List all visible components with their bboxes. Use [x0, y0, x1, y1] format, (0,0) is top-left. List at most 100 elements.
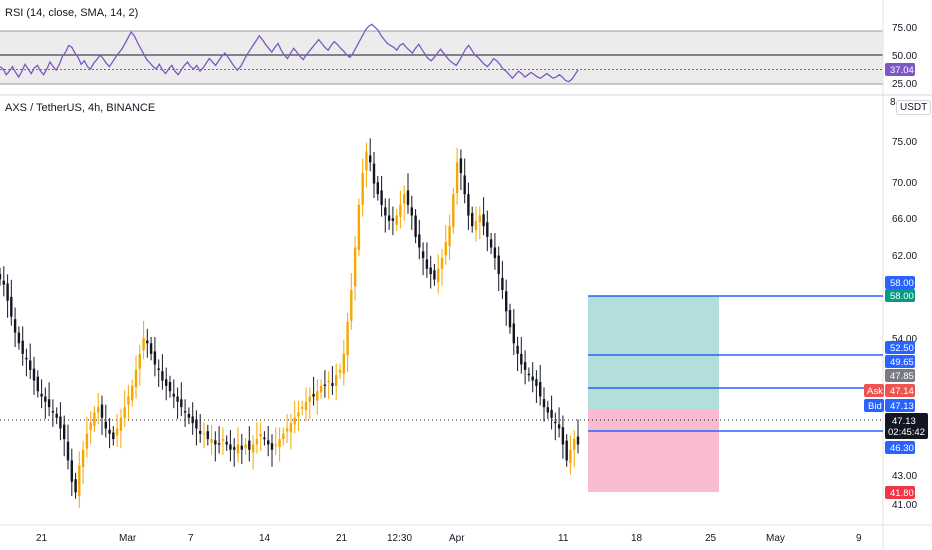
candle-body	[183, 411, 187, 413]
rsi-line	[0, 23, 579, 83]
candle-body	[214, 440, 217, 445]
candle-body	[153, 351, 157, 365]
symbol-title[interactable]: AXS / TetherUS, 4h, BINANCE	[5, 102, 156, 114]
time-label-21b: 21	[336, 533, 348, 544]
price-label-43: 43.00	[892, 471, 917, 482]
candle-body	[233, 447, 236, 450]
candle-body	[335, 375, 338, 386]
current-price-tag	[885, 413, 928, 439]
candle-body	[546, 407, 549, 413]
candle-body	[63, 424, 66, 440]
rsi-price-scale[interactable]: 75.00 50.00 25.00 37.04	[885, 23, 917, 90]
candle-body	[493, 247, 497, 259]
rsi-scale-25: 25.00	[892, 79, 917, 90]
candle-body	[301, 407, 304, 409]
candle-body	[255, 439, 259, 445]
stop-tag	[885, 441, 915, 454]
rsi-value-tag	[885, 63, 915, 76]
bid-label-text: Bid	[868, 401, 882, 412]
ask-price-text: 47.14	[890, 386, 914, 397]
candle-body	[59, 416, 62, 429]
candle-body	[146, 340, 149, 344]
candle-body	[353, 247, 357, 287]
candle-body	[112, 432, 115, 440]
candle-body	[191, 416, 194, 424]
candle-body	[85, 433, 89, 449]
candles-group	[0, 138, 580, 508]
rsi-value-text: 37.04	[890, 65, 914, 76]
candle-body	[210, 439, 213, 443]
candle-body	[10, 296, 13, 317]
ask-price-tag	[885, 384, 915, 397]
candle-body	[221, 439, 225, 441]
candle-body	[474, 220, 478, 231]
candle-body	[236, 444, 240, 454]
candle-body	[285, 428, 289, 432]
price-label-54: 54.00	[892, 334, 917, 345]
candle-body	[327, 380, 330, 383]
profit-zone[interactable]	[588, 296, 719, 410]
candle-body	[17, 332, 21, 344]
candle-body	[455, 162, 459, 193]
candle-body	[172, 393, 175, 397]
candle-body	[342, 353, 345, 374]
candle-body	[180, 399, 183, 408]
candle-body	[134, 369, 138, 388]
candle-body	[149, 343, 153, 354]
currency-unit-label[interactable]: USDT	[896, 100, 932, 115]
candle-body	[576, 436, 580, 445]
candle-body	[391, 218, 395, 221]
candle-body	[512, 323, 515, 344]
candle-body	[323, 384, 327, 386]
candle-body	[365, 151, 368, 171]
candle-body	[508, 310, 512, 328]
candle-body	[289, 423, 293, 433]
candle-body	[142, 338, 145, 351]
candle-body	[350, 290, 353, 321]
ask-label-text: Ask	[867, 386, 883, 397]
candle-body	[161, 371, 164, 381]
candle-body	[387, 215, 391, 221]
time-label-14: 14	[259, 533, 271, 544]
candle-body	[274, 444, 277, 446]
candle-body	[93, 412, 96, 426]
long-position-tool[interactable]	[588, 296, 719, 492]
loss-zone[interactable]	[588, 410, 719, 492]
candle-body	[259, 433, 262, 437]
candle-body	[74, 479, 77, 493]
candle-body	[448, 226, 451, 246]
candle-body	[70, 460, 73, 482]
rsi-indicator-title[interactable]: RSI (14, close, SMA, 14, 2)	[5, 7, 139, 19]
candle-body	[0, 274, 2, 280]
candle-body	[229, 444, 232, 450]
time-axis[interactable]: 21 Mar 7 14 21 12:30 Apr 11 18 25 May 9	[36, 533, 862, 544]
candle-body	[410, 207, 413, 216]
candle-body	[531, 376, 534, 381]
candle-body	[459, 158, 463, 173]
candle-body	[108, 429, 111, 434]
rsi-pane[interactable]	[0, 23, 883, 85]
candle-body	[66, 441, 70, 461]
stop-loss-tag	[885, 486, 915, 499]
price-label-75: 75.00	[892, 137, 917, 148]
level2-tag	[885, 355, 915, 368]
target-tag	[885, 289, 915, 302]
candle-body	[225, 441, 228, 445]
target-tag-upper	[885, 276, 915, 289]
candle-body	[346, 322, 349, 356]
rsi-scale-75: 75.00	[892, 23, 917, 34]
time-label-7: 7	[188, 533, 194, 544]
candle-body	[131, 385, 134, 401]
candle-body	[467, 194, 470, 216]
candle-body	[195, 419, 198, 429]
candle-body	[119, 417, 123, 431]
candle-body	[535, 379, 538, 386]
entry-tag	[885, 369, 915, 382]
main-price-scale[interactable]: 75.00 70.00 66.00 62.00 54.00 43.00 41.0…	[890, 97, 917, 511]
tp-tag	[885, 341, 915, 354]
entry-tag-text: 47.85	[890, 371, 914, 382]
candle-body	[573, 439, 576, 450]
candle-body	[25, 357, 28, 360]
